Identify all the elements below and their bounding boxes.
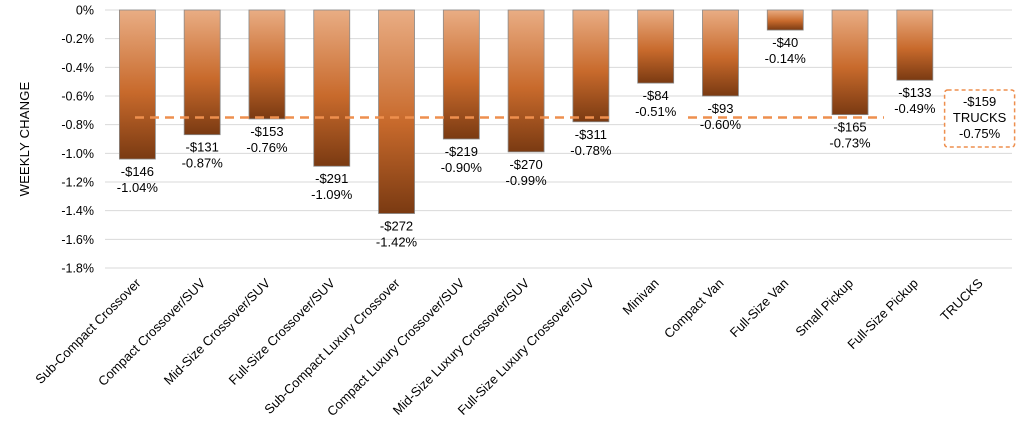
gridlines bbox=[105, 9, 1012, 269]
percent-label: -0.51% bbox=[635, 104, 677, 119]
bar bbox=[118, 9, 156, 160]
dollar-label: -$311 bbox=[575, 127, 607, 142]
bar bbox=[183, 9, 221, 136]
bar bbox=[248, 9, 286, 120]
percent-label: -0.60% bbox=[700, 117, 742, 132]
percent-label: -1.04% bbox=[117, 180, 159, 195]
dollar-label: -$146 bbox=[121, 164, 154, 179]
bar bbox=[702, 9, 739, 97]
y-tick-label: -1.2% bbox=[61, 176, 94, 190]
trucks-percent-label: -0.75% bbox=[959, 126, 1001, 141]
percent-label: -0.90% bbox=[441, 160, 483, 175]
y-tick-label: -1.8% bbox=[61, 262, 94, 276]
bar bbox=[442, 9, 480, 140]
y-tick-label: -1.0% bbox=[61, 147, 94, 161]
category-label: Small Pickup bbox=[792, 276, 856, 340]
bar bbox=[637, 9, 675, 84]
trucks-label-box bbox=[943, 89, 1016, 148]
percent-label: -0.14% bbox=[765, 51, 807, 66]
category-label: Full-Size Luxury Crossover/SUV bbox=[455, 275, 598, 418]
data-labels: -$146-1.04%-$131-0.87%-$153-0.76%-$291-1… bbox=[117, 35, 936, 249]
category-label: Sub-Compact Crossover bbox=[32, 275, 144, 387]
category-label: Full-Size Van bbox=[727, 276, 792, 341]
y-tick-label: -1.4% bbox=[61, 204, 94, 218]
category-label: Minivan bbox=[620, 276, 662, 318]
bar bbox=[766, 9, 804, 31]
bar bbox=[313, 9, 351, 167]
category-label: Compact Van bbox=[661, 276, 727, 342]
percent-label: -1.42% bbox=[376, 235, 418, 250]
y-tick-label: -1.6% bbox=[61, 233, 94, 247]
dollar-label: -$165 bbox=[833, 120, 866, 135]
category-label: Compact Crossover/SUV bbox=[95, 275, 209, 389]
y-axis-title: WEEKLY CHANGE bbox=[17, 81, 32, 196]
bar bbox=[378, 9, 415, 214]
percent-label: -0.78% bbox=[570, 143, 612, 158]
percent-label: -0.99% bbox=[506, 173, 548, 188]
bar bbox=[507, 9, 545, 153]
trucks-dollar-label: -$159 bbox=[963, 94, 996, 109]
category-label: Full-Size Crossover/SUV bbox=[226, 275, 338, 387]
dollar-label: -$219 bbox=[445, 144, 478, 159]
dollar-label: -$84 bbox=[643, 88, 669, 103]
percent-label: -0.73% bbox=[829, 136, 871, 151]
category-label: Mid-Size Luxury Crossover/SUV bbox=[390, 275, 533, 418]
y-tick-label: -0.4% bbox=[61, 61, 94, 75]
dollar-label: -$272 bbox=[380, 219, 413, 234]
category-label: Full-Size Pickup bbox=[844, 276, 921, 353]
y-axis-ticks: 0% -0.2% -0.4% -0.6% -0.8% -1.0% -1.2% -1.4% -1.… bbox=[61, 4, 94, 276]
dollar-label: -$153 bbox=[250, 124, 283, 139]
category-label: TRUCKS bbox=[937, 275, 986, 324]
category-label: Compact Luxury Crossover/SUV bbox=[324, 275, 468, 419]
bar bbox=[572, 9, 610, 123]
dollar-label: -$291 bbox=[315, 171, 348, 186]
percent-label: -0.76% bbox=[246, 140, 288, 155]
percent-label: -0.49% bbox=[894, 101, 936, 116]
y-tick-label: 0% bbox=[76, 4, 94, 18]
bar bbox=[896, 9, 934, 81]
dollar-label: -$40 bbox=[772, 35, 798, 50]
dollar-label: -$133 bbox=[898, 85, 931, 100]
percent-label: -1.09% bbox=[311, 187, 353, 202]
bars bbox=[118, 9, 934, 214]
y-tick-label: -0.6% bbox=[61, 90, 94, 104]
trucks-name-label: TRUCKS bbox=[953, 110, 1007, 125]
bar bbox=[831, 9, 869, 116]
category-label: Mid-Size Crossover/SUV bbox=[161, 275, 273, 387]
dollar-label: -$131 bbox=[186, 140, 219, 155]
y-tick-label: -0.2% bbox=[61, 32, 94, 46]
category-label: Sub-Compact Luxury Crossover bbox=[261, 275, 403, 417]
dollar-label: -$93 bbox=[707, 101, 733, 116]
percent-label: -0.87% bbox=[182, 156, 224, 171]
dollar-label: -$270 bbox=[509, 157, 542, 172]
y-tick-label: -0.8% bbox=[61, 118, 94, 132]
